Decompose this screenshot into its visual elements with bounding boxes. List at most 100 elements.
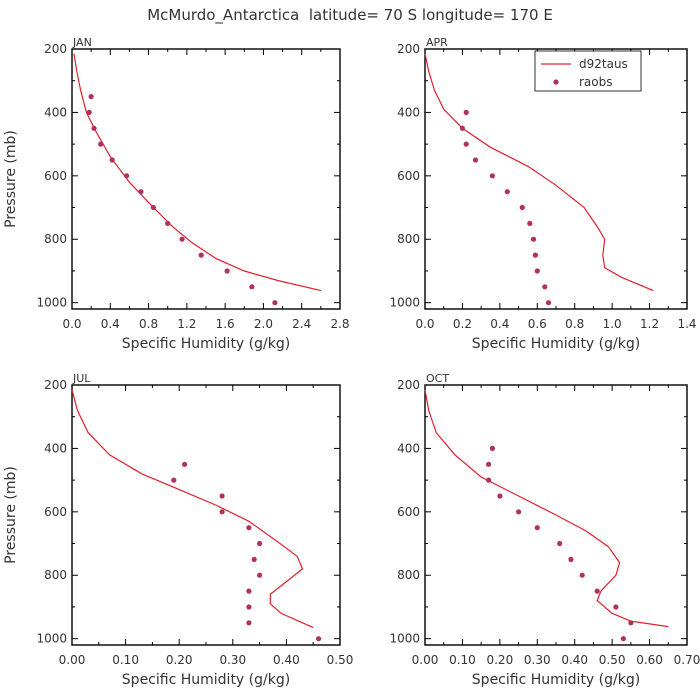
ylabel-jan: Pressure (mb) (3, 130, 19, 228)
xtick-label-apr-7: 1.4 (677, 317, 696, 331)
series-line-jul-d92taus (71, 389, 314, 629)
panel-oct: OCT 0.00 0.10 0.20 0.30 0.40 0.50 0.60 0.70 200 40… (389, 372, 700, 688)
xlabel-apr: Specific Humidity (g/kg) (472, 336, 640, 352)
data-point-oct-1 (486, 461, 492, 467)
xtick-label-jan-7: 2.8 (330, 317, 349, 331)
xtick-label-oct-4: 0.40 (561, 653, 588, 667)
data-point-apr-2 (463, 141, 469, 147)
data-point-jul-3 (219, 509, 225, 515)
data-point-jul-7 (257, 572, 263, 578)
data-point-jan-2 (91, 125, 97, 131)
xlabel-jul: Specific Humidity (g/kg) (122, 672, 290, 688)
data-point-jan-3 (98, 141, 104, 147)
legend-swatch-raobs (553, 79, 559, 85)
ytick-label-jul-1: 400 (44, 441, 67, 455)
xtick-label-apr-4: 0.8 (565, 317, 584, 331)
panels: JAN 0.0 0.4 0.8 1.2 1.6 2.0 2.4 2.8 200 400 600 800 1… (3, 36, 700, 688)
data-point-jul-5 (257, 540, 263, 547)
xtick-label-oct-2: 0.20 (486, 653, 513, 667)
legend-label-raobs: raobs (579, 75, 613, 89)
data-point-jul-8 (246, 588, 252, 594)
data-point-jan-11 (224, 268, 230, 274)
data-point-jan-6 (138, 189, 144, 195)
data-point-jul-10 (246, 620, 252, 626)
ytick-label-jan-3: 800 (44, 232, 67, 246)
plot-frame-jan (71, 48, 341, 310)
xtick-label-oct-0: 0.00 (412, 653, 439, 667)
legend-box (534, 50, 642, 92)
data-point-apr-11 (542, 284, 548, 290)
xtick-label-apr-1: 0.2 (453, 317, 472, 331)
ytick-label-jan-1: 400 (44, 105, 67, 119)
data-point-oct-8 (579, 572, 585, 578)
xtick-label-oct-5: 0.50 (599, 653, 626, 667)
data-point-oct-3 (497, 493, 503, 499)
ytick-label-jan-4: 1000 (36, 296, 67, 310)
ylabel-jul: Pressure (mb) (3, 466, 19, 564)
data-point-jul-9 (246, 604, 252, 610)
data-point-apr-7 (527, 220, 533, 226)
data-point-oct-4 (516, 509, 522, 515)
series-line-jan-d92taus (73, 53, 322, 292)
data-point-jan-8 (165, 220, 171, 226)
panel-title-jan: JAN (72, 36, 92, 49)
panel-title-oct: OCT (426, 372, 449, 385)
panel-apr: APR 0.0 0.2 0.4 0.6 0.8 1.0 1.2 1.4 200 400 600 800 1… (389, 36, 696, 352)
series-line-apr-d92taus (424, 53, 654, 292)
panel-jul: JUL 0.00 0.10 0.20 0.30 0.40 0.50 200 400 600 800 1… (3, 372, 353, 688)
xtick-label-oct-3: 0.30 (524, 653, 551, 667)
data-point-jan-12 (249, 284, 255, 290)
ytick-label-apr-1: 400 (397, 105, 420, 119)
data-point-jul-0 (182, 461, 188, 467)
data-point-oct-9 (594, 588, 600, 594)
xtick-label-jul-3: 0.30 (219, 653, 246, 667)
xtick-label-jul-4: 0.40 (273, 653, 300, 667)
panel-title-apr: APR (426, 36, 448, 49)
xtick-label-jan-6: 2.4 (292, 317, 311, 331)
xtick-label-jan-5: 2.0 (254, 317, 273, 331)
ytick-label-oct-4: 1000 (389, 632, 420, 646)
data-point-jan-9 (179, 236, 185, 242)
legend-label-d92taus: d92taus (579, 57, 628, 71)
data-point-apr-1 (459, 125, 465, 131)
ytick-label-jul-0: 200 (44, 378, 67, 392)
xtick-label-jul-5: 0.50 (327, 653, 354, 667)
data-point-apr-9 (532, 252, 539, 258)
plot-frame-jul (71, 384, 341, 646)
xtick-label-oct-6: 0.60 (636, 653, 663, 667)
data-point-jul-1 (171, 477, 177, 483)
xtick-label-jan-3: 1.2 (177, 317, 196, 331)
ytick-label-apr-0: 200 (397, 42, 420, 56)
xtick-label-jan-0: 0.0 (62, 317, 81, 331)
data-point-jul-11 (316, 636, 322, 642)
xtick-label-jul-2: 0.20 (166, 653, 193, 667)
panel-title-jul: JUL (72, 372, 91, 385)
ytick-label-apr-2: 600 (397, 169, 420, 183)
xtick-label-apr-3: 0.6 (528, 317, 547, 331)
ytick-label-jan-0: 200 (44, 42, 67, 56)
data-point-jan-0 (88, 94, 94, 100)
data-point-apr-0 (463, 109, 469, 115)
data-point-oct-12 (620, 636, 627, 642)
data-point-jul-2 (219, 493, 225, 499)
data-point-apr-5 (504, 189, 510, 195)
data-point-jul-4 (246, 525, 252, 531)
data-point-apr-8 (530, 236, 537, 242)
figure-title: McMurdo_Antarctica latitude= 70 S longit… (147, 6, 553, 25)
data-point-apr-12 (545, 300, 552, 306)
xlabel-oct: Specific Humidity (g/kg) (472, 672, 640, 688)
data-point-jan-7 (150, 204, 156, 211)
ytick-label-apr-4: 1000 (389, 296, 420, 310)
data-point-oct-0 (489, 445, 495, 451)
ytick-label-apr-3: 800 (397, 232, 420, 246)
xtick-label-apr-6: 1.2 (640, 317, 659, 331)
xtick-label-apr-2: 0.4 (490, 317, 509, 331)
data-point-apr-6 (519, 204, 525, 211)
data-point-apr-10 (534, 268, 540, 274)
data-point-jan-1 (86, 109, 92, 115)
ytick-label-jul-2: 600 (44, 505, 67, 519)
data-point-oct-7 (568, 556, 574, 563)
xtick-label-jul-1: 0.10 (112, 653, 139, 667)
ytick-label-oct-3: 800 (397, 568, 420, 582)
